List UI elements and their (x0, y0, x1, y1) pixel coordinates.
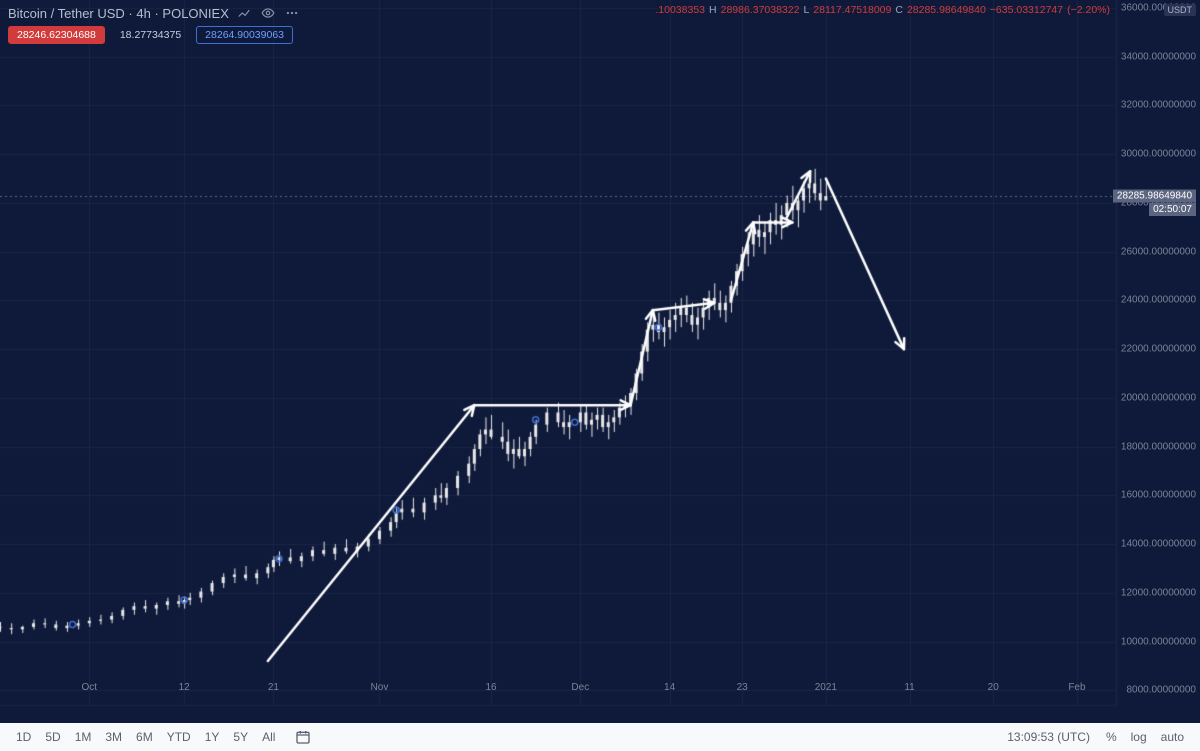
x-tick: Oct (81, 682, 97, 693)
compare-icon[interactable] (235, 4, 253, 22)
indicator-pill-red[interactable]: 28246.62304688 (8, 26, 105, 44)
y-tick: 26000.00000000 (1121, 246, 1196, 257)
x-tick: 2021 (815, 682, 837, 693)
x-tick: 21 (268, 682, 279, 693)
indicator-pill-plain: 18.27734375 (111, 26, 190, 44)
timeframe-button[interactable]: 6M (130, 726, 159, 748)
y-tick: 8000.00000000 (1126, 685, 1196, 696)
y-tick: 14000.00000000 (1121, 539, 1196, 550)
y-tick: 18000.00000000 (1121, 441, 1196, 452)
y-tick: 32000.00000000 (1121, 100, 1196, 111)
y-tick: 30000.00000000 (1121, 149, 1196, 160)
x-tick: 12 (179, 682, 190, 693)
scale-button[interactable]: auto (1155, 726, 1190, 748)
more-icon[interactable] (283, 4, 301, 22)
x-tick: 20 (988, 682, 999, 693)
price-chart-canvas[interactable] (0, 0, 1200, 723)
x-axis[interactable]: Oct 12 21 Nov 16 Dec 14 23 2021 11 20 Feb (0, 675, 1116, 695)
timeframe-button[interactable]: YTD (161, 726, 197, 748)
x-tick: 23 (737, 682, 748, 693)
y-tick: 34000.00000000 (1121, 51, 1196, 62)
symbol-header: Bitcoin / Tether USD · 4h · POLONIEX (8, 4, 301, 22)
timeframe-button[interactable]: 1Y (199, 726, 226, 748)
x-tick: 14 (664, 682, 675, 693)
scale-button[interactable]: % (1100, 726, 1123, 748)
indicator-pill-blue[interactable]: 28264.90039063 (196, 26, 293, 44)
timeframe-button[interactable]: All (256, 726, 281, 748)
y-tick: 16000.00000000 (1121, 490, 1196, 501)
footer-bar: 1D5D1M3M6MYTD1Y5YAll 13:09:53 (UTC) %log… (0, 723, 1200, 751)
timeframe-button[interactable]: 5Y (227, 726, 254, 748)
y-tick: 22000.00000000 (1121, 344, 1196, 355)
scale-button[interactable]: log (1125, 726, 1153, 748)
y-axis[interactable]: 36000.0000000034000.0000000032000.000000… (1116, 0, 1200, 695)
x-tick: 11 (904, 682, 914, 693)
goto-date-button[interactable] (291, 727, 315, 747)
symbol-name[interactable]: Bitcoin / Tether USD · 4h · POLONIEX (8, 6, 229, 21)
y-tick: 20000.00000000 (1121, 392, 1196, 403)
y-tick: 10000.00000000 (1121, 636, 1196, 647)
y-tick: 12000.00000000 (1121, 587, 1196, 598)
footer-right: 13:09:53 (UTC) %logauto (1007, 726, 1190, 748)
y-tick: 28000.00000000 (1121, 197, 1196, 208)
y-tick: 24000.00000000 (1121, 295, 1196, 306)
ohlc-display: .10038353 H28986.37038322 L28117.4751800… (655, 4, 1110, 16)
x-tick: Dec (571, 682, 589, 693)
timeframe-button[interactable]: 1M (69, 726, 98, 748)
timeframe-button[interactable]: 5D (39, 726, 66, 748)
indicator-row: 28246.62304688 18.27734375 28264.9003906… (8, 26, 293, 44)
timeframe-list: 1D5D1M3M6MYTD1Y5YAll (10, 726, 281, 748)
x-tick: Nov (371, 682, 389, 693)
chart-area[interactable]: Bitcoin / Tether USD · 4h · POLONIEX .10… (0, 0, 1200, 723)
clock-display[interactable]: 13:09:53 (UTC) (1007, 730, 1090, 744)
timeframe-button[interactable]: 1D (10, 726, 37, 748)
x-tick: Feb (1068, 682, 1085, 693)
currency-badge[interactable]: USDT (1164, 4, 1197, 16)
x-tick: 16 (485, 682, 496, 693)
visibility-icon[interactable] (259, 4, 277, 22)
timeframe-button[interactable]: 3M (99, 726, 128, 748)
